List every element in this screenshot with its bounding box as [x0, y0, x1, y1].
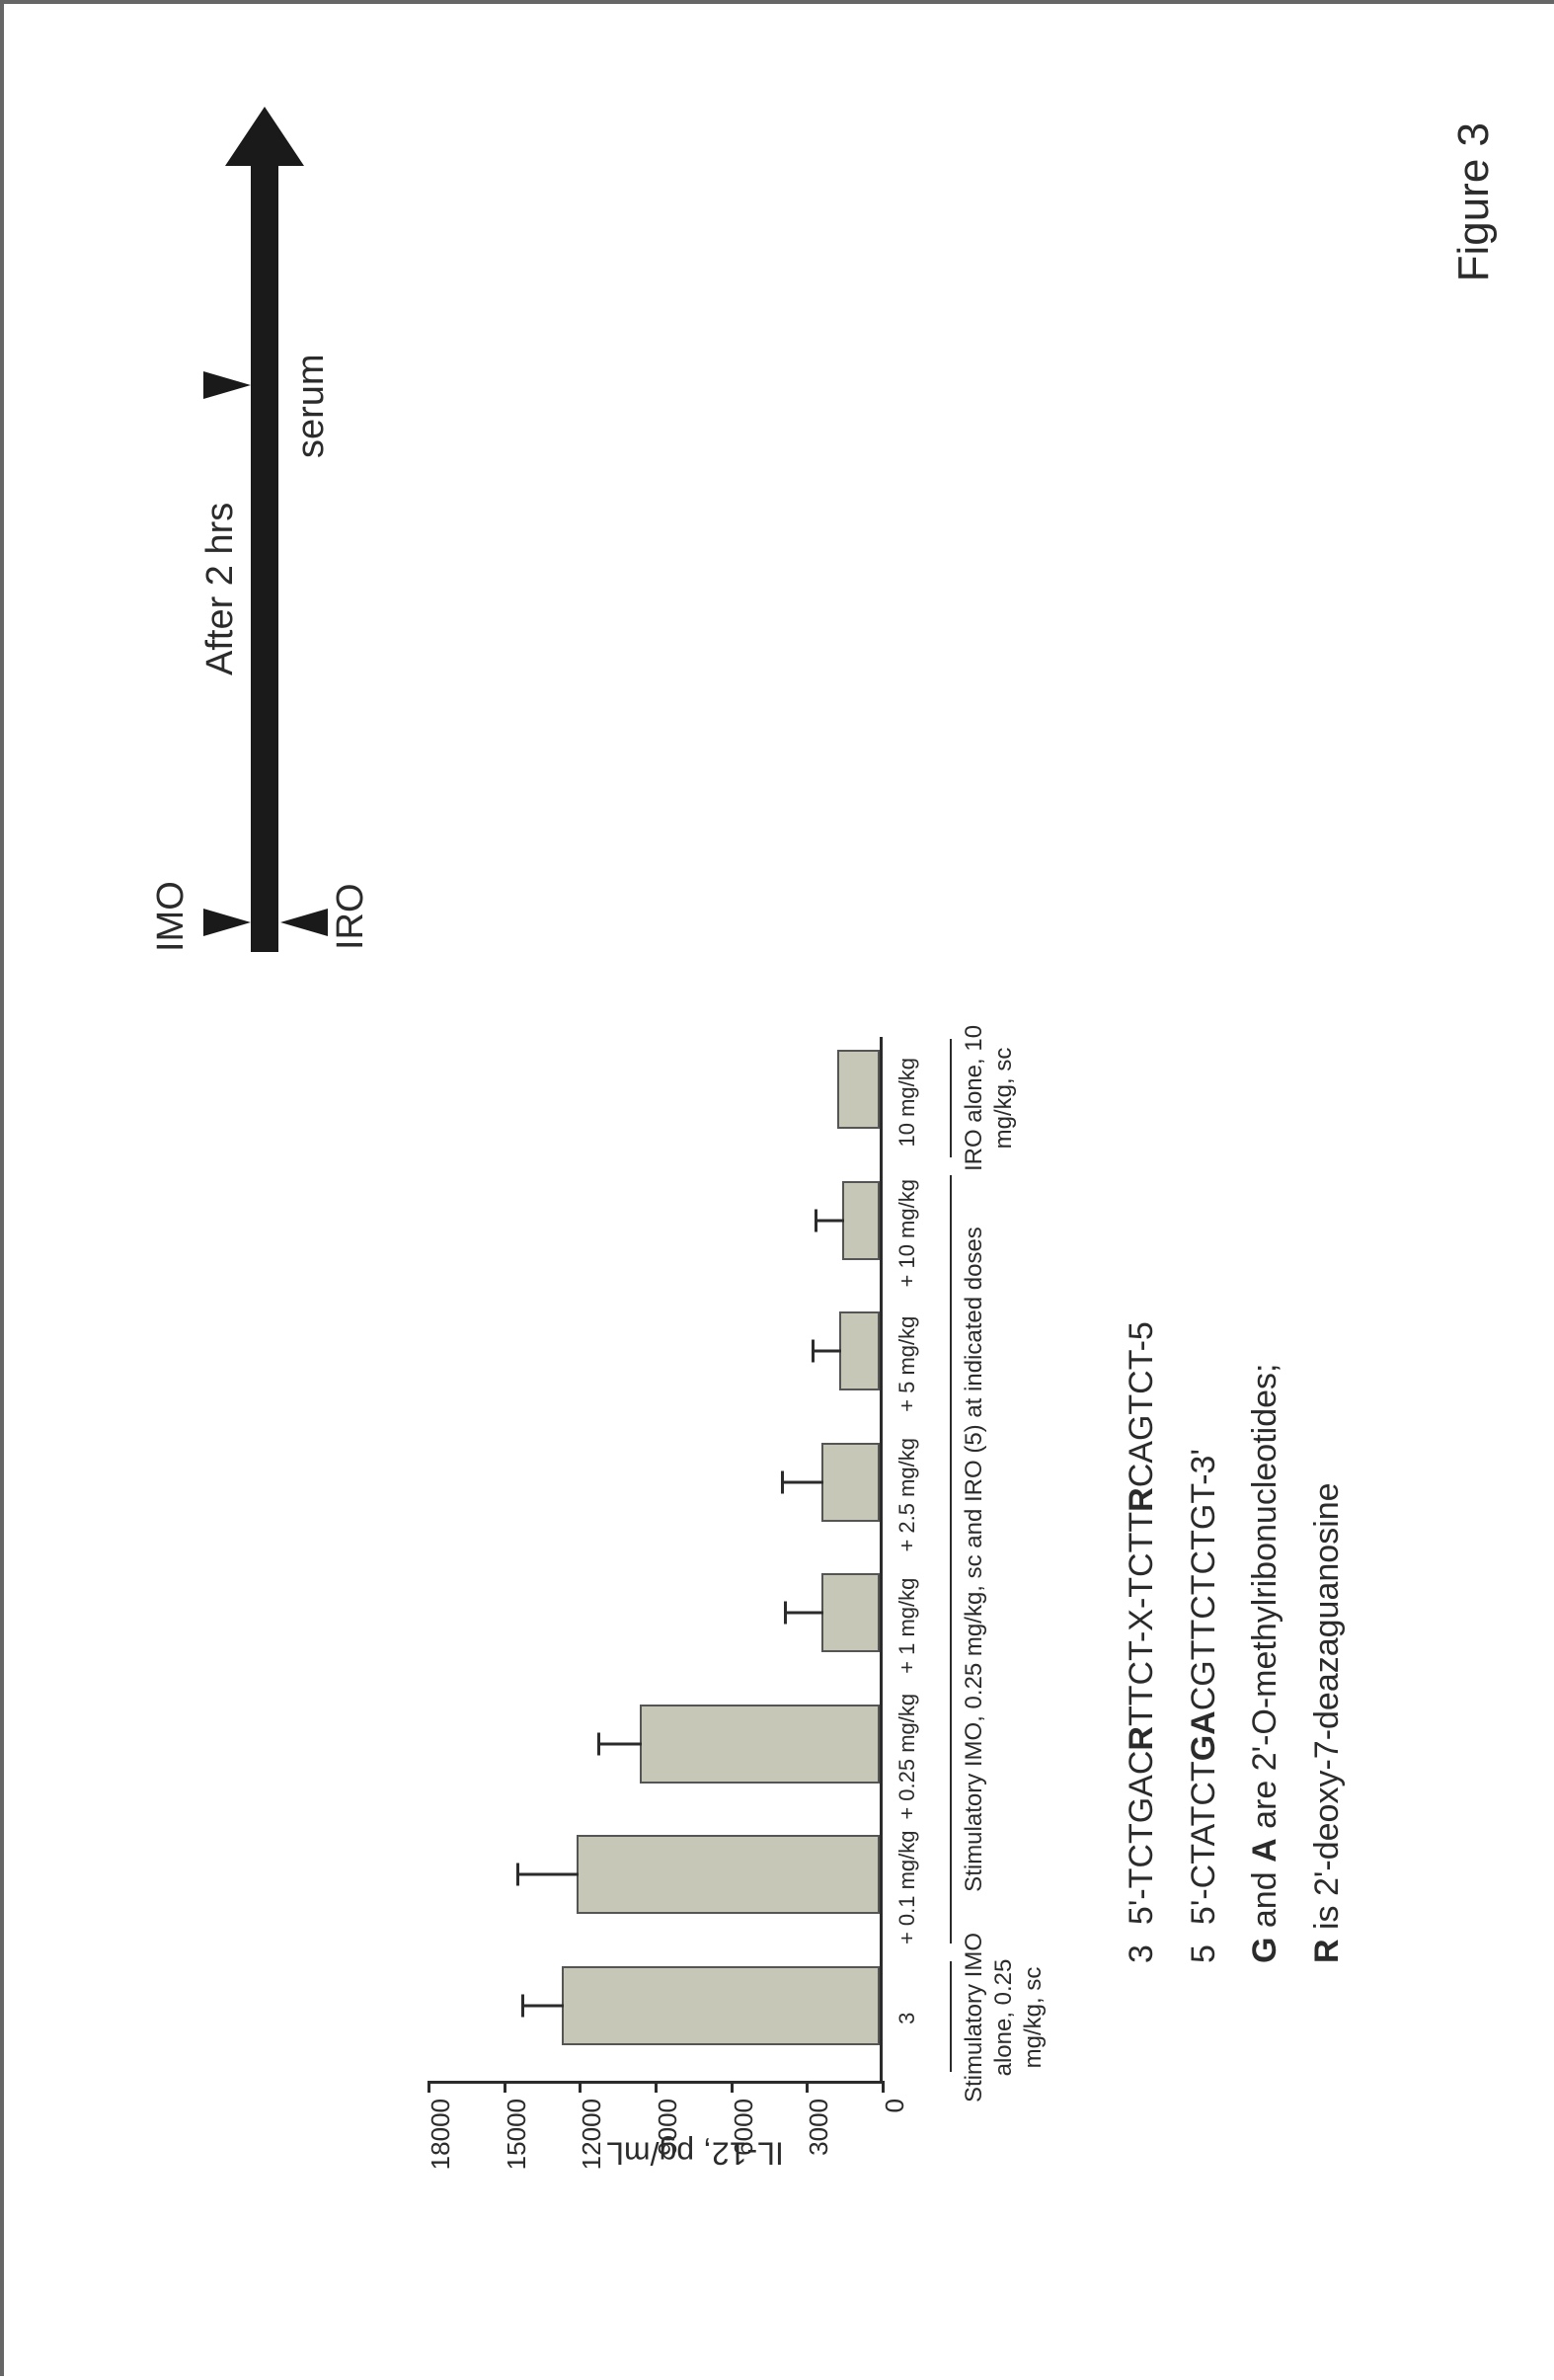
- timeline-arrowhead-icon: [225, 107, 304, 166]
- timeline-diagram: IMO IRO After 2 hrs serum: [122, 122, 379, 1011]
- y-tick: [806, 2081, 809, 2093]
- error-bar: [786, 1612, 823, 1615]
- group2-rule: [950, 1175, 952, 1944]
- bar: [821, 1443, 880, 1522]
- seq3-id: 3: [1112, 1927, 1172, 1963]
- figure-caption: Figure 3: [1449, 122, 1499, 281]
- seq-note2: R is 2'-deoxy-7-deazaguanosine: [1297, 1304, 1358, 1963]
- imo-label: IMO: [150, 881, 193, 952]
- y-tick-label: 18000: [426, 2099, 456, 2237]
- seq-row-3: 3 5'-TCTGACRTTCT-X-TCTTRCAGTCT-5: [1112, 1304, 1172, 1963]
- error-bar: [814, 1350, 841, 1353]
- x-category-label: 10 mg/kg: [894, 1037, 920, 1168]
- y-tick: [731, 2081, 734, 2093]
- seq-note1-text: G and A are 2'-O-methylribonucleotides;: [1235, 1304, 1295, 1963]
- group1-rule: [950, 1961, 952, 2072]
- error-bar: [783, 1480, 823, 1483]
- il12-bar-chart: IL-12, pg/mL 030006000900012000150001800…: [419, 1017, 971, 2242]
- bar: [839, 1311, 880, 1390]
- page-frame: Figure 3 IMO IRO After 2 hrs serum IL-12…: [0, 0, 1554, 2376]
- group2-label: Stimulatory IMO, 0.25 mg/kg, sc and IRO …: [960, 1175, 989, 1944]
- n1r: are 2'-O-methylribonucleotides;: [1246, 1364, 1283, 1839]
- after-label: After 2 hrs: [199, 503, 242, 675]
- rotated-canvas: Figure 3 IMO IRO After 2 hrs serum IL-12…: [4, 4, 1554, 2380]
- iro-label: IRO: [330, 883, 372, 950]
- bar: [640, 1705, 880, 1784]
- seq3-post: CAGTCT-5: [1123, 1321, 1160, 1487]
- seq3-pre: 5'-TCTGAC: [1123, 1751, 1160, 1926]
- plot-area: 0300060009000120001500018000: [428, 1037, 883, 2084]
- y-tick-label: 12000: [577, 2099, 607, 2237]
- bar: [577, 1835, 880, 1914]
- y-tick: [882, 2081, 885, 2093]
- y-tick-label: 6000: [729, 2099, 759, 2237]
- y-tick: [504, 2081, 506, 2093]
- y-tick: [579, 2081, 582, 2093]
- serum-arrow-icon: [203, 371, 251, 399]
- seq3-mid: TTCT-X-TCTT: [1123, 1512, 1160, 1726]
- y-tick-label: 3000: [804, 2099, 834, 2237]
- seq5-text: 5'-CTATCTGACGTTCTCTGT-3': [1174, 1304, 1234, 1925]
- group1-label: Stimulatory IMO alone, 0.25 mg/kg, sc: [960, 1924, 1049, 2111]
- bar: [837, 1050, 880, 1129]
- n1b1: G: [1246, 1938, 1283, 1963]
- seq5-mid: CGTTCTCTGT-3': [1185, 1449, 1222, 1710]
- x-category-label: + 0.1 mg/kg: [894, 1822, 920, 1953]
- x-category-label: + 10 mg/kg: [894, 1168, 920, 1300]
- y-tick-label: 15000: [502, 2099, 532, 2237]
- timeline-bar: [251, 162, 278, 952]
- seq-note2-text: R is 2'-deoxy-7-deazaguanosine: [1297, 1304, 1358, 1963]
- group3-rule: [950, 1039, 952, 1157]
- seq3-b1: R: [1123, 1726, 1160, 1751]
- y-tick-label: 9000: [653, 2099, 683, 2237]
- n2b: R: [1308, 1939, 1346, 1963]
- error-bar: [523, 2004, 564, 2007]
- n1b2: A: [1246, 1838, 1283, 1863]
- seq5-b1: GA: [1185, 1710, 1222, 1761]
- seq-note1: G and A are 2'-O-methylribonucleotides;: [1235, 1304, 1295, 1963]
- seq5-pre: 5'-CTATCT: [1185, 1761, 1222, 1925]
- imo-arrow-icon: [203, 909, 251, 936]
- bar: [562, 1966, 880, 2045]
- sequence-table: 3 5'-TCTGACRTTCT-X-TCTTRCAGTCT-5 5 5'-CT…: [1110, 1302, 1360, 1965]
- iro-arrow-icon: [280, 909, 328, 936]
- bar: [821, 1573, 880, 1652]
- x-category-label: 3: [894, 1953, 920, 2085]
- x-category-label: + 2.5 mg/kg: [894, 1430, 920, 1561]
- group3-label: IRO alone, 10 mg/kg, sc: [960, 1009, 1019, 1187]
- y-tick: [427, 2081, 430, 2093]
- error-bar: [518, 1873, 579, 1876]
- seq3-text: 5'-TCTGACRTTCT-X-TCTTRCAGTCT-5: [1112, 1304, 1172, 1925]
- x-category-label: + 0.25 mg/kg: [894, 1692, 920, 1823]
- sequence-legend: 3 5'-TCTGACRTTCT-X-TCTTRCAGTCT-5 5 5'-CT…: [1110, 1302, 1360, 1965]
- n1m: and: [1246, 1863, 1283, 1938]
- x-category-label: + 1 mg/kg: [894, 1560, 920, 1692]
- y-tick-label: 0: [880, 2099, 910, 2237]
- error-bar: [599, 1742, 642, 1745]
- x-category-label: + 5 mg/kg: [894, 1299, 920, 1430]
- serum-label: serum: [290, 354, 333, 458]
- error-bar: [816, 1219, 844, 1222]
- n2r: is 2'-deoxy-7-deazaguanosine: [1308, 1482, 1346, 1939]
- y-tick: [655, 2081, 658, 2093]
- seq-row-5: 5 5'-CTATCTGACGTTCTCTGT-3': [1174, 1304, 1234, 1963]
- seq3-b2: R: [1123, 1487, 1160, 1512]
- seq5-id: 5: [1174, 1927, 1234, 1963]
- bar: [842, 1181, 880, 1260]
